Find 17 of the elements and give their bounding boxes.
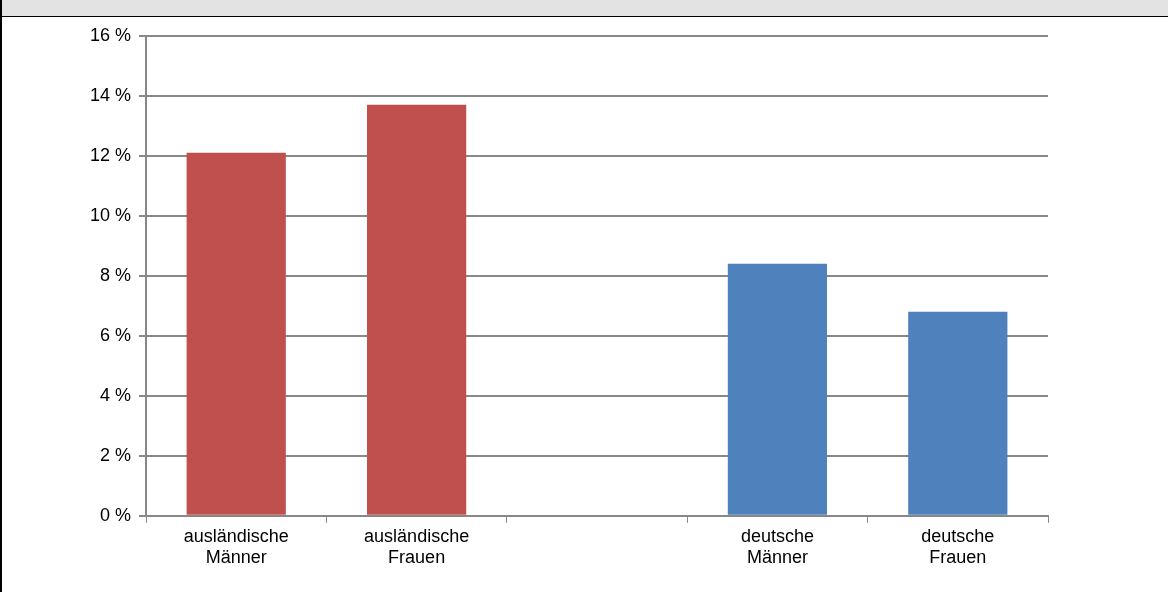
y-tick-label: 12 % — [90, 144, 132, 165]
bar — [727, 263, 828, 515]
y-tick-label: 6 % — [100, 324, 132, 345]
x-tick-label: deutsche Frauen — [921, 525, 995, 568]
x-tick-label: deutsche Männer — [740, 525, 814, 568]
y-tick-label: 2 % — [100, 444, 132, 465]
bar — [367, 104, 467, 515]
y-tick-label: 14 % — [90, 84, 132, 105]
bar — [186, 152, 286, 515]
y-tick-label: 10 % — [90, 204, 132, 225]
bar — [908, 311, 1008, 515]
x-tick-label: ausländische Frauen — [364, 525, 470, 568]
y-tick-label: 8 % — [100, 264, 132, 285]
y-tick-label: 0 % — [100, 504, 132, 525]
y-tick-label: 4 % — [100, 384, 132, 405]
x-tick-label: ausländische Männer — [183, 525, 289, 568]
y-tick-label: 16 % — [90, 24, 132, 45]
